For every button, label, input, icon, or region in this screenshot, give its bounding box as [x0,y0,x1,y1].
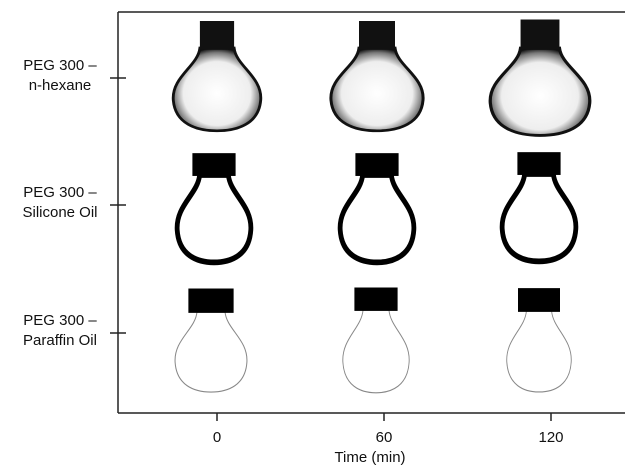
page: PEG 300 –n-hexane PEG 300 –Silicone Oil PE… [0,0,625,466]
figure: PEG 300 –n-hexane PEG 300 –Silicone Oil PE… [0,0,625,466]
drops-row-3 [175,288,571,393]
row-label: PEG 300 –Silicone Oil [22,184,97,221]
row-label: PEG 300 –Paraffin Oil [23,312,97,349]
x-tick-label: 120 [538,429,563,446]
labels: PEG 300 –n-hexane PEG 300 –Silicone Oil PE… [22,57,563,466]
x-tick-label: 60 [376,429,393,446]
row-label: PEG 300 –n-hexane [23,57,97,94]
x-axis-label: Time (min) [334,449,405,466]
drops-row-1 [173,19,590,135]
x-tick-label: 0 [213,429,221,446]
drops-row-2 [177,152,576,262]
